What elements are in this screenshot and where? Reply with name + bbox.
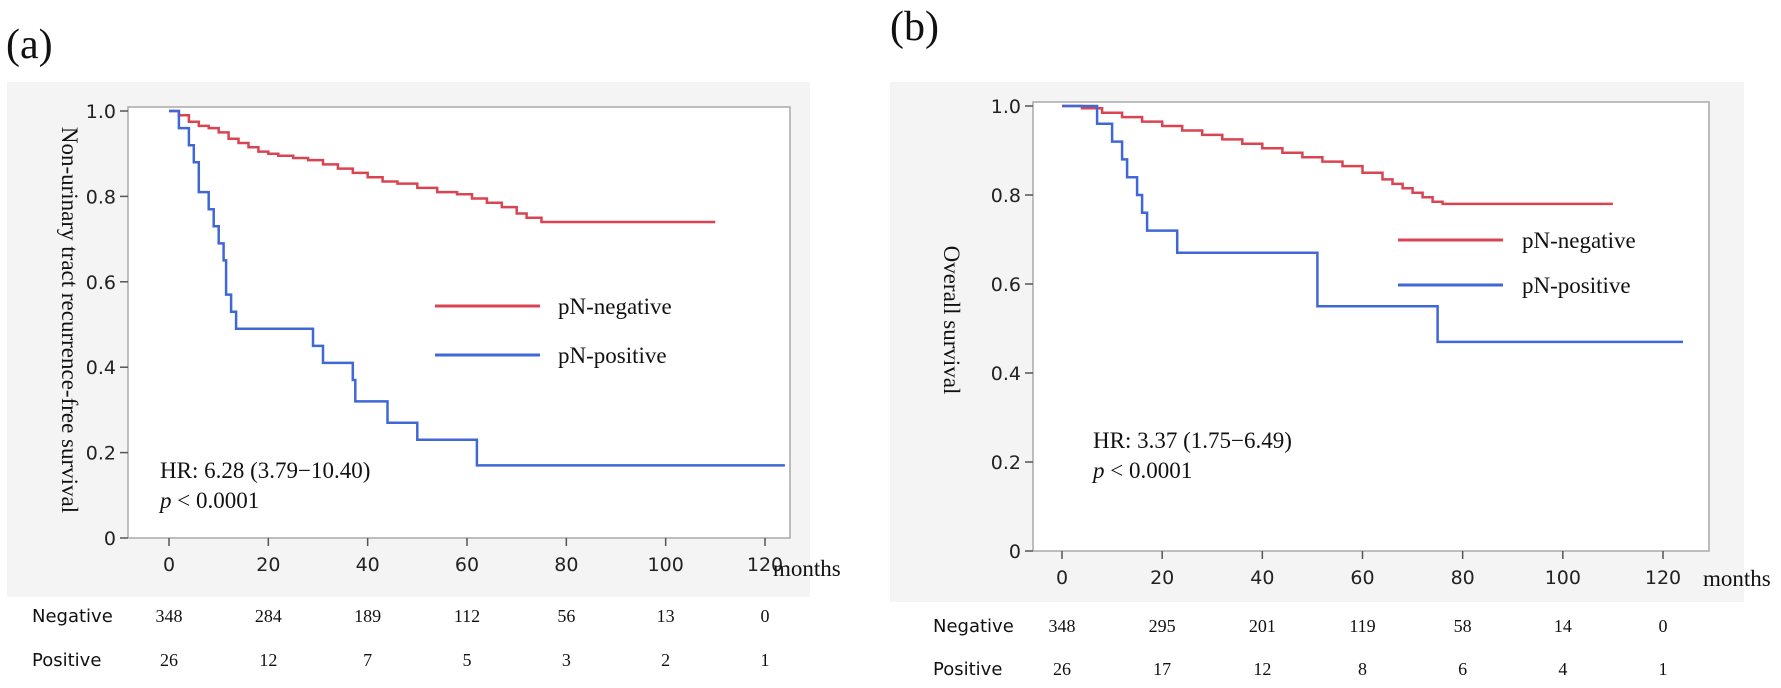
series-line-pN-negative [1062, 104, 1613, 206]
risk-count: 0 [1659, 616, 1668, 636]
risk-count: 7 [363, 650, 372, 670]
legend-label-pN-negative: pN-negative [1522, 228, 1636, 253]
x-tick-label: 0 [1056, 567, 1068, 589]
risk-count: 12 [259, 650, 277, 670]
risk-count: 295 [1149, 616, 1176, 636]
risk-count: 189 [354, 606, 381, 626]
p-symbol: p [1091, 458, 1105, 483]
risk-count: 1 [761, 650, 770, 670]
panel-b-label: (b) [890, 4, 939, 50]
risk-count: 3 [562, 650, 571, 670]
panel-a-x-axis-label: months [773, 556, 841, 581]
risk-count: 0 [761, 606, 770, 626]
p-symbol: p [158, 488, 172, 513]
y-tick-label: 0.2 [991, 452, 1021, 474]
risk-count: 13 [657, 606, 675, 626]
x-tick-label: 120 [1645, 567, 1681, 589]
risk-count: 4 [1558, 659, 1567, 679]
y-tick-label: 0.2 [86, 443, 116, 465]
x-tick-label: 120 [747, 554, 783, 576]
risk-count: 8 [1358, 659, 1367, 679]
risk-count: 14 [1554, 616, 1572, 636]
risk-count: 201 [1249, 616, 1276, 636]
y-tick-label: 0.8 [86, 186, 116, 208]
risk-row-label: Positive [32, 650, 101, 671]
series-line-pN-positive [1062, 104, 1683, 344]
panel-b-p-value: p < 0.0001 [1091, 458, 1192, 483]
risk-count: 6 [1458, 659, 1467, 679]
y-tick-label: 0.8 [991, 185, 1021, 207]
panel-b-hazard-ratio: HR: 3.37 (1.75−6.49) [1093, 428, 1292, 453]
x-tick-label: 40 [356, 554, 380, 576]
panel-a-hazard-ratio: HR: 6.28 (3.79−10.40) [160, 458, 370, 483]
panel-a-legend: pN-negative pN-positive [435, 294, 672, 368]
x-tick-label: 60 [455, 554, 479, 576]
panel-a-y-axis-label: Non-urinary tract recurrence-free surviv… [57, 127, 82, 513]
x-tick-label: 80 [554, 554, 578, 576]
panel-a-label: (a) [6, 22, 53, 68]
p-text: < 0.0001 [1105, 458, 1193, 483]
panel-a: (a) 00.20.40.60.81.0 0 20 40 60 80 100 120 Non… [6, 22, 841, 685]
x-tick-label: 80 [1451, 567, 1475, 589]
panel-b: (b) 00.20.40.60.81.0 0 20 40 60 80 100 120 Ove… [890, 4, 1771, 680]
legend-label-pN-negative: pN-negative [558, 294, 672, 319]
x-tick-label: 20 [256, 554, 280, 576]
legend-label-pN-positive: pN-positive [1522, 273, 1631, 298]
risk-count: 58 [1454, 616, 1472, 636]
panel-a-table-background [7, 597, 810, 685]
y-tick-label: 1.0 [991, 96, 1021, 118]
risk-count: 348 [1049, 616, 1076, 636]
y-tick-label: 0.4 [991, 363, 1021, 385]
legend-label-pN-positive: pN-positive [558, 343, 667, 368]
risk-row-label: Positive [933, 659, 1002, 680]
risk-row-label: Negative [933, 616, 1014, 637]
panel-b-legend: pN-negative pN-positive [1398, 228, 1636, 298]
risk-count: 348 [156, 606, 183, 626]
y-tick-label: 0.4 [86, 357, 116, 379]
series-line-pN-positive [169, 109, 785, 467]
x-tick-label: 60 [1350, 567, 1374, 589]
x-tick-label: 0 [163, 554, 175, 576]
panel-b-y-axis-label: Overall survival [939, 246, 964, 395]
risk-count: 56 [557, 606, 575, 626]
risk-count: 12 [1253, 659, 1271, 679]
x-tick-label: 40 [1250, 567, 1274, 589]
p-text: < 0.0001 [172, 488, 260, 513]
y-tick-label: 0 [104, 528, 116, 550]
panel-b-x-axis-label: months [1703, 566, 1771, 591]
panel-b-plot-frame [1032, 101, 1710, 552]
x-tick-label: 100 [1545, 567, 1581, 589]
risk-count: 26 [1053, 659, 1071, 679]
risk-row-label: Negative [32, 606, 113, 627]
risk-count: 26 [160, 650, 178, 670]
risk-count: 5 [463, 650, 472, 670]
risk-count: 17 [1153, 659, 1171, 679]
series-line-pN-negative [169, 109, 716, 224]
risk-count: 284 [255, 606, 282, 626]
y-tick-label: 0 [1009, 541, 1021, 563]
risk-count: 2 [661, 650, 670, 670]
y-tick-label: 1.0 [86, 101, 116, 123]
risk-count: 119 [1349, 616, 1375, 636]
y-tick-label: 0.6 [991, 274, 1021, 296]
risk-count: 112 [454, 606, 480, 626]
risk-count: 1 [1659, 659, 1668, 679]
y-tick-label: 0.6 [86, 272, 116, 294]
panel-a-p-value: p < 0.0001 [158, 488, 259, 513]
x-tick-label: 100 [648, 554, 684, 576]
x-tick-label: 20 [1150, 567, 1174, 589]
panel-b-table-background [890, 602, 1704, 665]
